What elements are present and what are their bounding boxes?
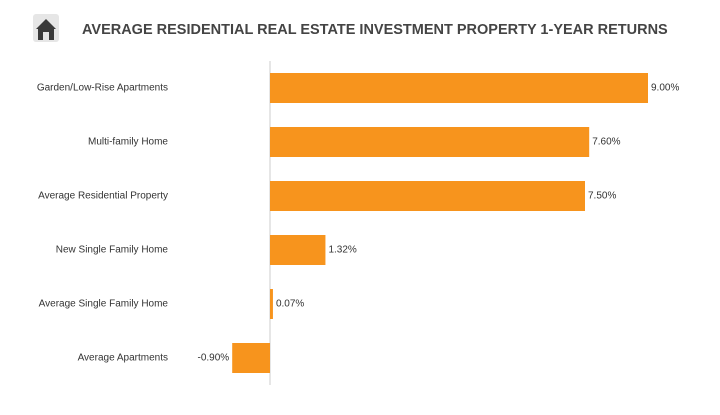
value-label: 7.60% xyxy=(592,137,620,148)
house-icon xyxy=(33,14,59,42)
value-label: -0.90% xyxy=(198,353,230,364)
chart-title: AVERAGE RESIDENTIAL REAL ESTATE INVESTME… xyxy=(82,22,668,38)
category-label: Garden/Low-Rise Apartments xyxy=(37,83,168,94)
value-label: 9.00% xyxy=(651,83,679,94)
category-label: Average Residential Property xyxy=(38,191,168,202)
bar xyxy=(270,181,585,211)
value-label: 7.50% xyxy=(588,191,616,202)
bar xyxy=(270,127,590,157)
category-label: Average Single Family Home xyxy=(39,299,169,310)
bar xyxy=(270,235,326,265)
bar xyxy=(232,343,270,373)
value-label: 0.07% xyxy=(276,299,304,310)
bar xyxy=(270,289,273,319)
category-label: Average Apartments xyxy=(78,353,168,364)
value-label: 1.32% xyxy=(328,245,356,256)
bar xyxy=(270,73,648,103)
category-label: New Single Family Home xyxy=(56,245,169,256)
category-label: Multi-family Home xyxy=(88,137,168,148)
